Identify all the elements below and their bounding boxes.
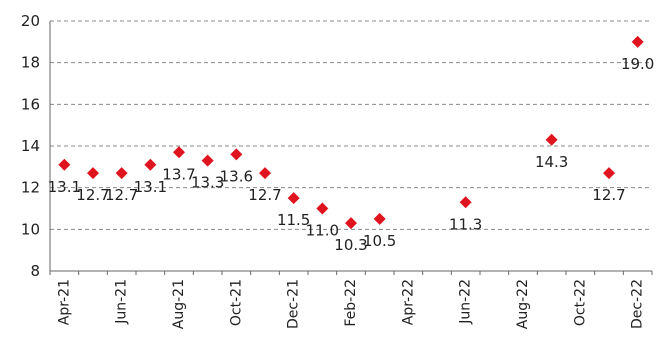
data-point	[316, 202, 329, 215]
x-tick-label: Jun-22	[458, 279, 474, 325]
data-label: 13.6	[220, 167, 253, 185]
y-tick-label: 8	[30, 262, 40, 280]
x-tick-label: Aug-21	[171, 279, 187, 329]
y-tick-label: 18	[21, 54, 40, 72]
data-point	[58, 158, 71, 171]
data-point	[230, 148, 243, 161]
data-label: 19.0	[621, 55, 654, 73]
data-point	[173, 146, 185, 159]
y-tick-label: 10	[21, 220, 40, 238]
data-label: 12.7	[105, 186, 138, 204]
axes	[49, 21, 653, 275]
data-label: 13.3	[191, 174, 224, 192]
x-axis-ticks: Apr-21 Jun-21 Aug-21 Oct-21 Dec-21 Feb-22 Apr-…	[56, 279, 645, 329]
data-label: 12.7	[248, 186, 281, 204]
data-label: 11.5	[277, 211, 310, 229]
data-point	[345, 217, 357, 230]
x-tick-label: Dec-21	[286, 279, 302, 329]
x-tick-label: Oct-22	[572, 279, 588, 326]
y-tick-label: 16	[21, 95, 40, 113]
data-point	[373, 212, 386, 225]
y-tick-label: 12	[21, 179, 40, 197]
grid-lines	[50, 20, 652, 230]
data-point	[87, 167, 99, 180]
data-label: 12.7	[592, 186, 625, 204]
data-label: 11.3	[449, 215, 482, 233]
data-label: 14.3	[535, 153, 568, 171]
data-label: 13.1	[48, 178, 81, 196]
data-point	[259, 167, 271, 180]
data-label: 12.7	[76, 186, 109, 204]
data-label: 11.0	[306, 222, 339, 240]
x-tick-label: Jun-21	[114, 279, 130, 325]
data-label: 10.3	[334, 236, 367, 254]
data-point	[287, 192, 300, 205]
x-tick-label: Aug-22	[515, 279, 531, 329]
data-point	[603, 167, 615, 180]
y-tick-label: 14	[21, 137, 40, 155]
y-tick-label: 20	[21, 12, 40, 30]
x-tick-label: Apr-21	[56, 279, 72, 325]
x-tick-label: Oct-21	[228, 279, 244, 326]
x-tick-label: Dec-22	[630, 279, 646, 329]
data-point	[459, 196, 472, 209]
data-point	[144, 158, 157, 171]
data-points	[58, 35, 644, 230]
data-label: 13.1	[134, 178, 167, 196]
data-label: 10.5	[363, 232, 396, 250]
x-tick-label: Feb-22	[343, 279, 359, 327]
data-point	[115, 167, 128, 180]
data-point	[201, 154, 214, 167]
data-labels: 13.112.712.713.113.713.313.612.711.511.0…	[48, 55, 655, 254]
data-label: 13.7	[162, 165, 195, 183]
data-point	[545, 133, 558, 146]
x-tick-label: Apr-22	[400, 279, 416, 325]
data-point	[631, 35, 644, 48]
y-axis-ticks: 8 10 12 14 16 18 20	[21, 12, 40, 280]
